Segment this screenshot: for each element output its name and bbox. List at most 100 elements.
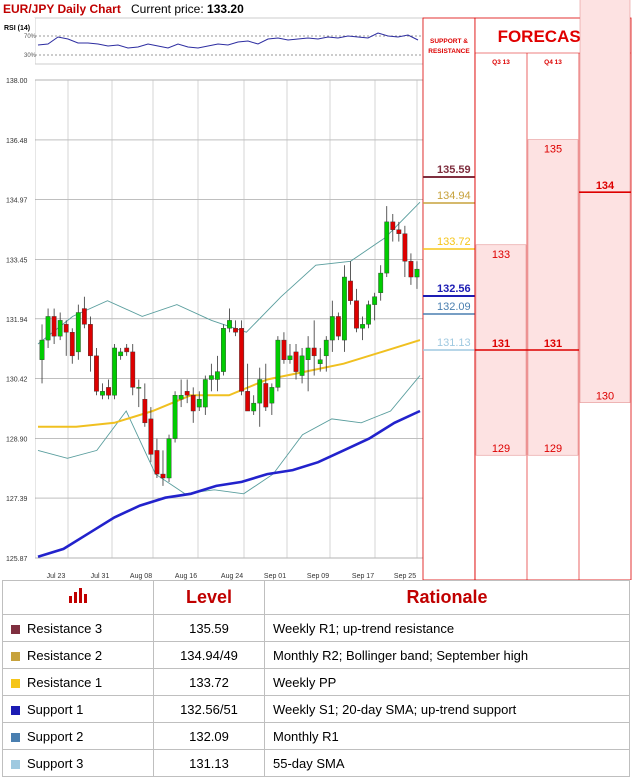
candle-body: [348, 280, 353, 301]
forecasts-title: FORECASTS: [498, 27, 603, 46]
quarter-label: Q4 13: [544, 59, 562, 66]
candle-body: [269, 387, 275, 404]
level-name: Support 1: [27, 701, 84, 717]
candle-body: [354, 300, 359, 329]
candle-body: [45, 316, 51, 341]
sr-label-1: SUPPORT &: [430, 38, 468, 45]
y-tick-label: 127.39: [6, 496, 28, 503]
candle-body: [275, 339, 281, 388]
y-tick-label: 134.97: [6, 197, 28, 204]
rsi-panel: [34, 17, 424, 65]
level-value: 133.72: [153, 668, 265, 696]
candle-body: [317, 359, 323, 364]
level-name-cell: Support 2: [2, 722, 154, 750]
candle-body: [136, 387, 142, 389]
x-tick-label: Sep 17: [352, 573, 374, 580]
candle-body: [227, 320, 232, 329]
chart-title: EUR/JPY Daily Chart: [3, 2, 121, 16]
candle-body: [408, 261, 414, 278]
candle-body: [184, 391, 190, 396]
level-value: 135.59: [153, 614, 265, 642]
candle-body: [245, 391, 251, 412]
y-tick-label: 128.90: [6, 437, 28, 444]
level-name-cell: Support 1: [2, 695, 154, 723]
x-tick-label: Aug 16: [175, 573, 197, 580]
candle-body: [342, 276, 347, 341]
level-row: Support 3 131.13 55-day SMA: [2, 749, 630, 777]
level-row: Resistance 2 134.94/49 Monthly R2; Bolling…: [2, 641, 630, 669]
level-name: Support 3: [27, 755, 84, 771]
candle-body: [190, 395, 196, 412]
level-row: Support 1 132.56/51 Weekly S1; 20-day SMA;…: [2, 695, 630, 723]
x-tick-label: Sep 25: [394, 573, 416, 580]
candle-body: [287, 355, 293, 360]
candle-body: [172, 395, 178, 439]
candle-body: [233, 328, 238, 333]
forecast-mid: 131: [492, 338, 510, 350]
level-header: Level: [153, 580, 265, 615]
candle-body: [335, 316, 341, 337]
candle-body: [360, 324, 365, 329]
level-row: Support 2 132.09 Monthly R1: [2, 722, 630, 750]
candle-body: [51, 316, 57, 337]
sma20-line: [37, 409, 421, 559]
rationale-header: Rationale: [264, 580, 630, 615]
candle-body: [215, 371, 220, 380]
y-tick-label: 133.45: [6, 257, 28, 264]
candle-body: [124, 347, 130, 353]
forecast-high: 135: [544, 144, 562, 156]
rsi-line: [37, 32, 419, 49]
candle-body: [323, 339, 329, 357]
candle-body: [263, 383, 269, 408]
candle-body: [329, 316, 335, 341]
level-swatch: [11, 624, 20, 634]
x-tick-label: Aug 24: [221, 573, 243, 580]
bar-chart-icon-cell: [2, 580, 154, 615]
candle-body: [94, 355, 99, 392]
candle-body: [202, 379, 208, 408]
level-label: 135.59: [437, 164, 471, 176]
level-name-cell: Resistance 2: [2, 641, 154, 669]
current-price: Current price: 133.20: [131, 2, 244, 16]
candle-body: [75, 312, 81, 353]
rsi-label: RSI (14): [4, 25, 30, 32]
forecast-range: [579, 0, 631, 403]
candle-body: [196, 398, 202, 408]
y-tick-label: 125.87: [6, 556, 28, 563]
candle-body: [160, 473, 166, 479]
candle-body: [166, 438, 172, 479]
candle-body: [402, 233, 408, 262]
level-rationale: Monthly R1: [264, 722, 630, 750]
candle-body: [63, 324, 69, 333]
x-tick-label: Sep 01: [264, 573, 286, 580]
level-label: 132.56: [437, 283, 471, 295]
candle-body: [311, 347, 317, 357]
candle-body: [221, 328, 226, 372]
candle-body: [112, 347, 117, 396]
level-name-cell: Support 3: [2, 749, 154, 777]
candle-body: [257, 379, 263, 404]
candle-body: [39, 339, 45, 360]
level-row: Resistance 1 133.72 Weekly PP: [2, 668, 630, 696]
forecast-range: [527, 139, 579, 456]
level-label: 131.13: [437, 337, 471, 349]
candle-body: [414, 268, 420, 278]
level-swatch: [11, 705, 20, 715]
level-name: Resistance 3: [27, 620, 103, 636]
level-name-cell: Resistance 1: [2, 668, 154, 696]
y-axis-area: [0, 18, 35, 580]
current-price-value: 133.20: [207, 2, 244, 16]
forecast-mid: 134: [596, 180, 615, 192]
level-rationale: Weekly S1; 20-day SMA; up-trend support: [264, 695, 630, 723]
level-rationale: Weekly PP: [264, 668, 630, 696]
x-tick-label: Jul 23: [47, 573, 66, 580]
levels-table-header: Level Rationale: [2, 580, 630, 615]
candle-body: [293, 351, 299, 372]
level-value: 132.09: [153, 722, 265, 750]
level-swatch: [11, 651, 20, 661]
x-tick-label: Jul 31: [91, 573, 110, 580]
candle-body: [178, 395, 184, 400]
sr-column: [422, 17, 476, 580]
level-rationale: Monthly R2; Bollinger band; September hi…: [264, 641, 630, 669]
rsi-70-label: 70%: [24, 34, 37, 40]
